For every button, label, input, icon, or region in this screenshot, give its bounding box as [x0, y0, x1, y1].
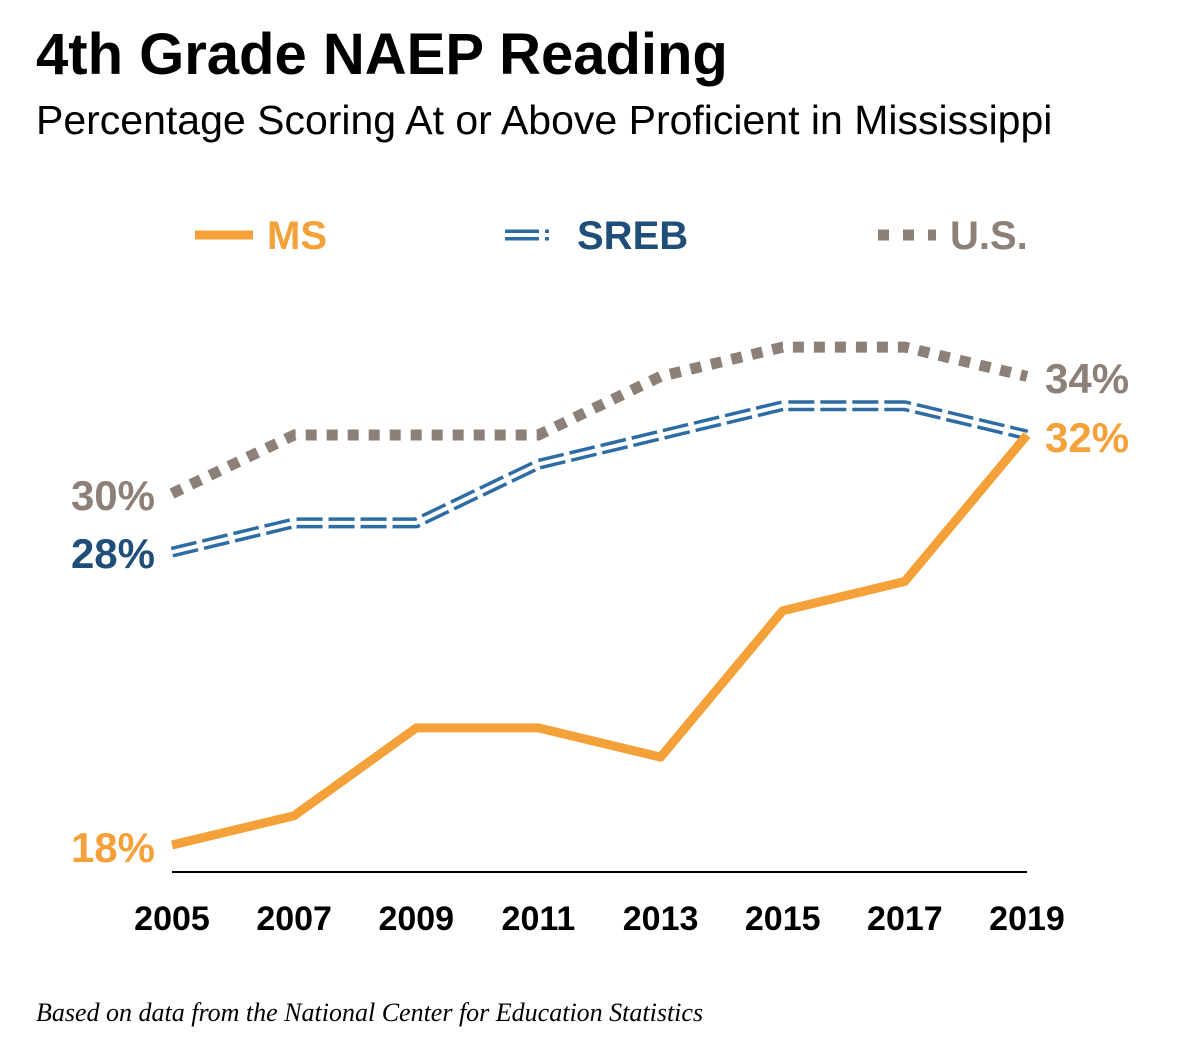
x-tick-label-2015: 2015	[745, 900, 821, 938]
start-label-sreb: 28%	[71, 530, 155, 577]
series-lines	[169, 341, 1031, 850]
series-line-sreb-gap	[171, 403, 1028, 555]
legend-item-sreb: SREB	[505, 214, 688, 258]
x-tick-label-2007: 2007	[256, 900, 332, 938]
series-line-us	[169, 341, 1029, 499]
chart-title: 4th Grade NAEP Reading	[36, 22, 728, 87]
series-line-ms	[170, 432, 1031, 850]
x-axis-ticks: 2005 2007 2009 2011 2013 2015 2017 2019	[134, 900, 1065, 938]
legend-item-ms: MS	[195, 214, 327, 258]
chart-subtitle: Percentage Scoring At or Above Proficien…	[36, 97, 1053, 143]
legend-label-us: U.S.	[950, 214, 1028, 258]
end-label-us: 34%	[1045, 355, 1129, 402]
legend-item-us: U.S.	[878, 214, 1028, 258]
start-label-us: 30%	[71, 472, 155, 519]
x-tick-label-2013: 2013	[623, 900, 699, 938]
value-labels: 18% 32% 28% 30% 34%	[71, 355, 1129, 871]
source-note: Based on data from the National Center f…	[36, 998, 704, 1027]
legend-label-sreb: SREB	[577, 214, 688, 258]
x-tick-label-2017: 2017	[867, 900, 943, 938]
x-tick-label-2019: 2019	[989, 900, 1065, 938]
x-tick-label-2011: 2011	[502, 900, 576, 938]
legend: MS SREB U.S.	[195, 214, 1028, 258]
series-line-sreb	[170, 400, 1029, 558]
legend-label-ms: MS	[267, 214, 327, 258]
x-tick-label-2005: 2005	[134, 900, 210, 938]
x-tick-label-2009: 2009	[378, 900, 454, 938]
end-label-ms: 32%	[1045, 414, 1129, 461]
start-label-ms: 18%	[71, 824, 155, 871]
